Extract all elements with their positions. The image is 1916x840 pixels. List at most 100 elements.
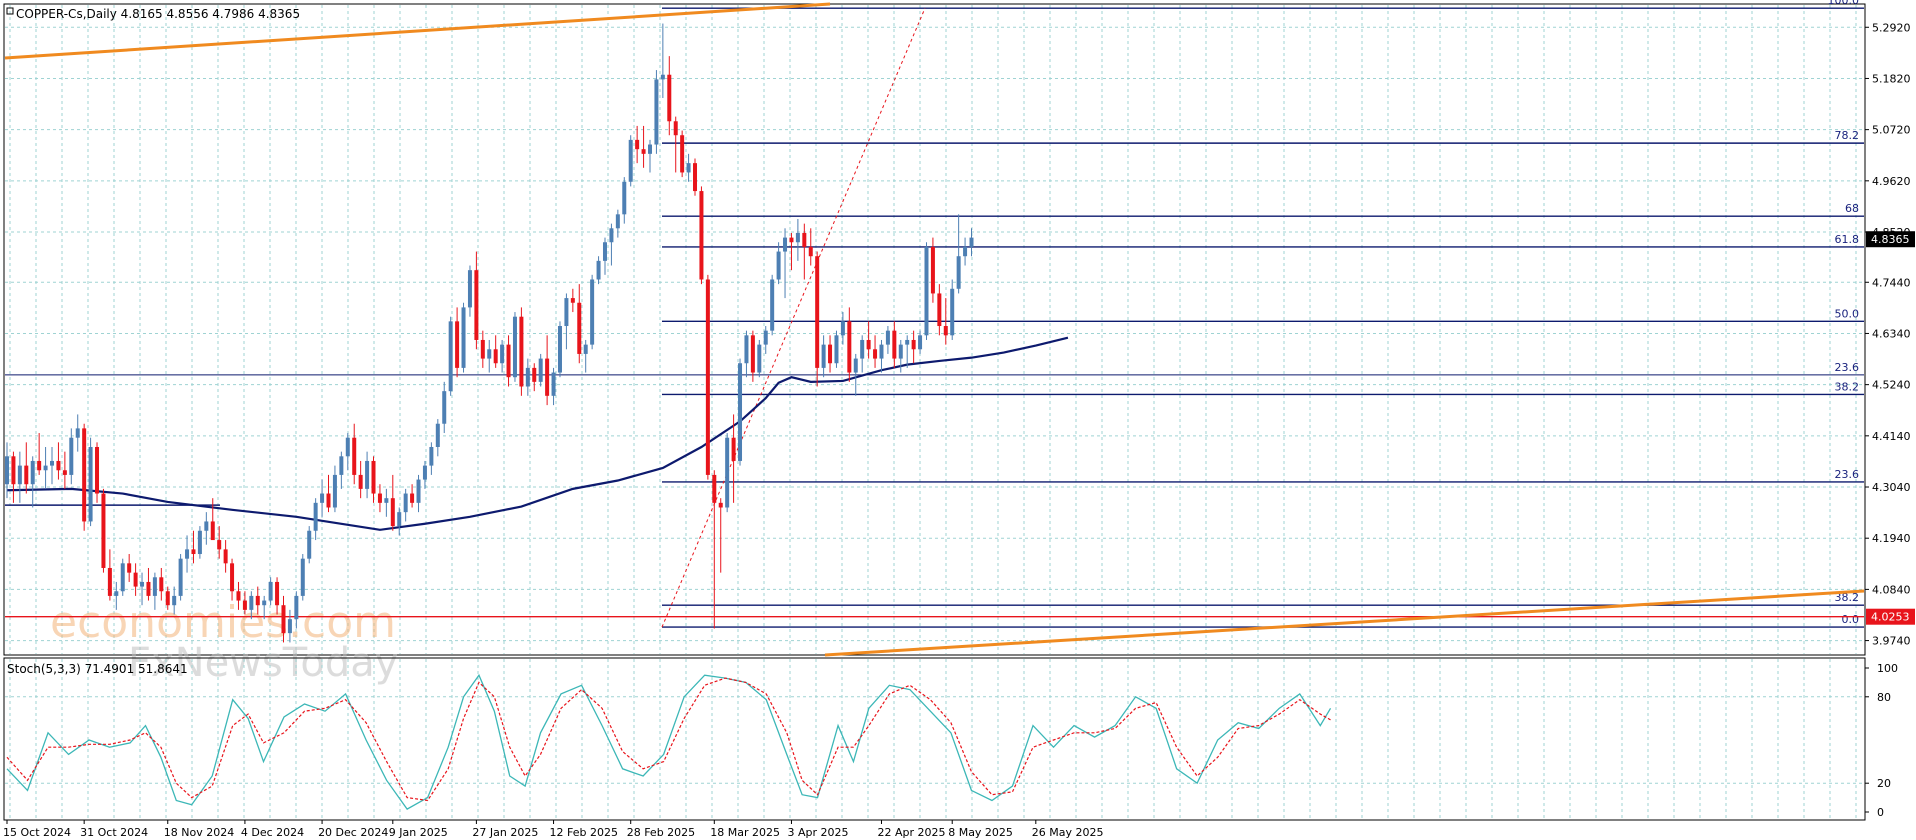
candle-body	[866, 339, 871, 350]
candle-body	[551, 372, 556, 396]
price-tick-label: 4.3040	[1872, 481, 1911, 494]
candle-body	[448, 321, 453, 392]
time-tick-label: 20 Dec 2024	[318, 826, 388, 839]
candle-body	[365, 460, 370, 489]
candle-body	[930, 246, 935, 294]
candle-body	[352, 437, 357, 475]
candle-body	[159, 577, 164, 592]
candle-body	[693, 163, 698, 192]
candle-body	[493, 349, 498, 364]
candle-body	[50, 460, 55, 466]
candle-body	[763, 330, 768, 345]
stochastic-tick-label: 20	[1877, 777, 1891, 790]
candle-body	[30, 460, 35, 485]
candle-body	[590, 279, 595, 345]
fib-guide-line	[661, 7, 926, 628]
candle-body	[660, 74, 665, 80]
candle-body	[815, 256, 820, 368]
candle-body	[641, 149, 646, 154]
fib-level-label: 38.2	[1835, 591, 1860, 604]
stochastic-panel[interactable]: 100 80 20 0 Stoch(5,3,3) 71.4901 51.8641	[3, 657, 1898, 821]
upper-trendline	[4, 2, 831, 60]
price-tick-label: 5.1820	[1872, 72, 1911, 85]
time-tick-label: 15 Oct 2024	[3, 826, 71, 839]
candle-body	[738, 363, 743, 461]
candle-body	[673, 121, 678, 136]
candle-body	[918, 335, 923, 350]
candle-body	[287, 619, 292, 634]
candle-body	[210, 521, 215, 541]
candle-body	[185, 549, 190, 559]
candle-body	[191, 549, 196, 555]
stochastic-label: Stoch(5,3,3) 71.4901 51.8641	[7, 662, 188, 676]
candle-body	[422, 465, 427, 480]
fib-level-label: 38.2	[1835, 380, 1860, 393]
candle-body	[107, 567, 112, 596]
time-tick-label: 18 Nov 2024	[164, 826, 234, 839]
moving-average	[6, 336, 1069, 531]
time-tick-label: 22 Apr 2025	[877, 826, 945, 839]
time-tick-label: 3 Apr 2025	[787, 826, 848, 839]
candle-body	[429, 446, 434, 466]
candle-body	[821, 344, 826, 368]
price-tick-label: 4.6340	[1872, 327, 1911, 340]
lower-trendline	[824, 589, 1865, 657]
fib-level-label: 78.2	[1835, 129, 1860, 142]
symbol-info-marker	[6, 7, 14, 15]
candlesticks	[5, 23, 974, 643]
trendlines[interactable]	[4, 2, 1865, 657]
price-tick-label: 4.5240	[1872, 379, 1911, 392]
candle-body	[840, 321, 845, 336]
candle-body	[731, 437, 736, 461]
price-panel[interactable]: economies.com FxNewsToday 0.0100.078.268…	[3, 0, 1915, 686]
time-tick-label: 27 Jan 2025	[472, 826, 538, 839]
candle-body	[956, 256, 961, 289]
time-tick-label: 9 Jan 2025	[389, 826, 448, 839]
fib-level-label: 23.6	[1835, 361, 1860, 374]
candle-body	[802, 232, 807, 247]
price-tick-label: 5.2920	[1872, 21, 1911, 34]
candle-body	[680, 135, 685, 173]
candle-body	[127, 563, 132, 573]
candle-body	[860, 339, 865, 359]
candle-body	[564, 298, 569, 327]
candle-body	[223, 549, 228, 564]
candle-body	[377, 493, 382, 503]
fibonacci-levels[interactable]: 0.0100.078.26861.850.038.223.623.638.20.…	[5, 0, 1864, 628]
candle-body	[230, 563, 235, 592]
candle-body	[602, 242, 607, 261]
candle-body	[538, 358, 543, 382]
candle-body	[969, 237, 974, 247]
candle-body	[834, 335, 839, 364]
candle-body	[140, 581, 145, 587]
price-label-box	[1866, 231, 1915, 248]
candle-body	[82, 428, 87, 522]
candle-body	[950, 288, 955, 336]
candle-body	[300, 558, 305, 596]
candle-body	[43, 465, 48, 471]
time-tick-label: 18 Mar 2025	[710, 826, 780, 839]
candle-body	[410, 493, 415, 503]
candle-body	[249, 595, 254, 610]
candle-body	[474, 270, 479, 340]
candle-body	[519, 316, 524, 387]
current-price-label: 4.8365	[1871, 233, 1910, 246]
moving-average-line	[6, 336, 1069, 531]
candle-body	[795, 232, 800, 243]
candle-body	[879, 344, 884, 359]
time-tick-label: 8 May 2025	[948, 826, 1013, 839]
candle-body	[750, 335, 755, 373]
time-tick-label: 12 Feb 2025	[550, 826, 618, 839]
price-tick-label: 3.9740	[1872, 635, 1911, 648]
candle-body	[37, 460, 42, 471]
stochastic-tick-label: 80	[1877, 691, 1891, 704]
candle-body	[152, 577, 157, 596]
candle-body	[165, 591, 170, 606]
candle-body	[635, 139, 640, 150]
candle-body	[75, 428, 80, 438]
candle-body	[455, 321, 460, 368]
stochastic-panel-border	[3, 657, 1866, 821]
stochastic-signal-line	[6, 677, 1331, 802]
candle-body	[557, 326, 562, 373]
